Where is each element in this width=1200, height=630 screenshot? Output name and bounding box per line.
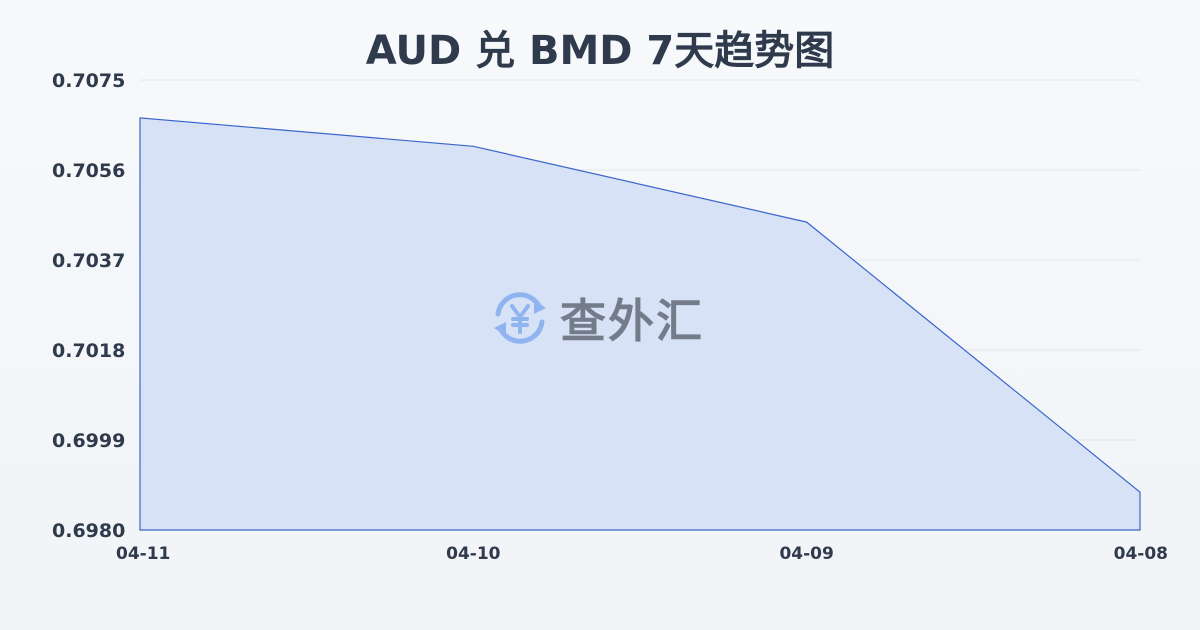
y-tick-label: 0.6980 bbox=[52, 520, 125, 542]
x-tick-label: 04-09 bbox=[779, 544, 833, 564]
yen-exchange-icon bbox=[494, 292, 546, 344]
x-tick-label: 04-11 bbox=[116, 544, 170, 564]
y-tick-label: 0.7075 bbox=[52, 70, 125, 92]
y-tick-label: 0.6999 bbox=[52, 430, 125, 452]
watermark-text: 查外汇 bbox=[560, 294, 704, 348]
y-tick-label: 0.7056 bbox=[52, 160, 125, 182]
x-tick-label: 04-08 bbox=[1114, 544, 1168, 564]
watermark: 查外汇 bbox=[488, 285, 704, 351]
y-tick-label: 0.7037 bbox=[52, 250, 125, 272]
x-tick-label: 04-10 bbox=[446, 544, 501, 564]
chart-title: AUD 兑 BMD 7天趋势图 bbox=[365, 28, 835, 74]
y-tick-label: 0.7018 bbox=[52, 340, 125, 362]
